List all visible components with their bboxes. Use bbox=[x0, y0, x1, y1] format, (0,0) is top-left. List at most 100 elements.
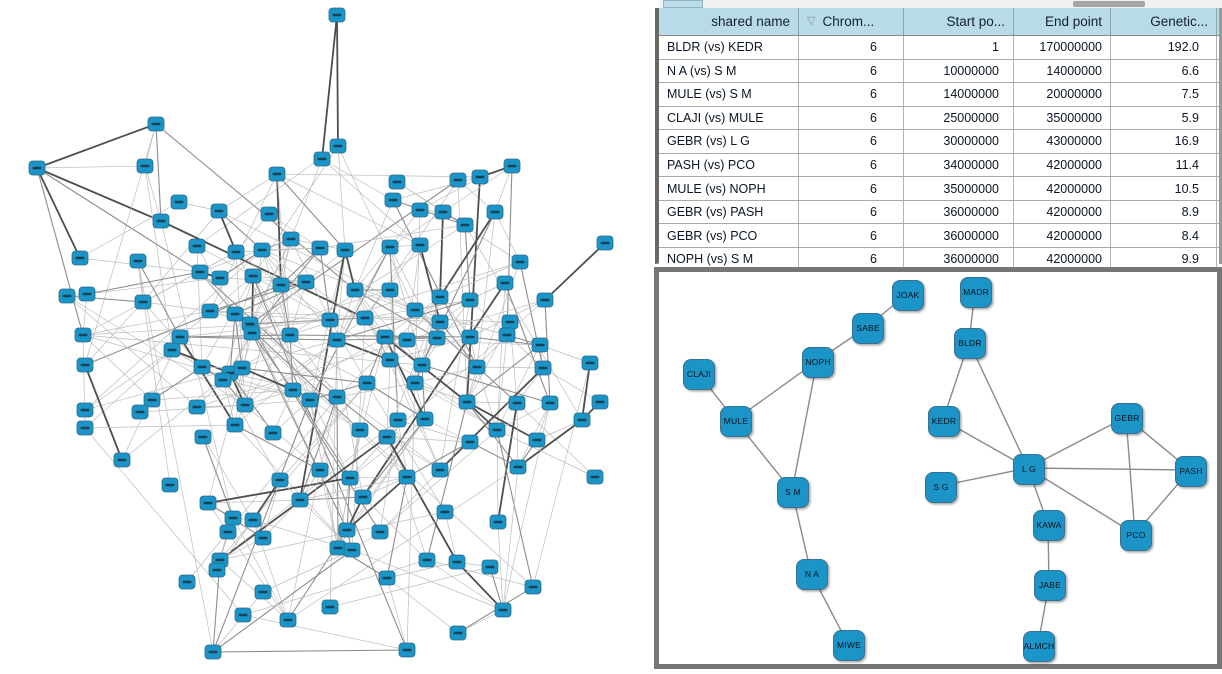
overview-node[interactable] bbox=[381, 239, 399, 255]
filtered-network-panel[interactable]: JOAK MADR SABE BLDR NOPH CLAJI KEDR GEBR MULE L G… bbox=[654, 267, 1222, 669]
overview-node[interactable] bbox=[418, 552, 436, 568]
overview-node[interactable] bbox=[260, 206, 278, 222]
overview-node[interactable] bbox=[436, 504, 454, 520]
overview-node[interactable] bbox=[434, 204, 452, 220]
overview-node[interactable] bbox=[113, 452, 131, 468]
overview-node[interactable] bbox=[188, 399, 206, 415]
overview-node[interactable] bbox=[431, 462, 449, 478]
overview-node[interactable] bbox=[74, 327, 92, 343]
overview-node[interactable] bbox=[338, 522, 356, 538]
overview-node[interactable] bbox=[371, 524, 389, 540]
overview-node[interactable] bbox=[214, 372, 232, 388]
overview-node[interactable] bbox=[313, 151, 331, 167]
overview-node[interactable] bbox=[311, 240, 329, 256]
overview-node[interactable] bbox=[129, 253, 147, 269]
column-header-end_point[interactable]: End point bbox=[1014, 8, 1111, 35]
overview-node[interactable] bbox=[171, 329, 189, 345]
overview-node[interactable] bbox=[509, 459, 527, 475]
overview-node[interactable] bbox=[193, 359, 211, 375]
overview-node[interactable] bbox=[268, 166, 286, 182]
overview-node[interactable] bbox=[58, 288, 76, 304]
overview-node[interactable] bbox=[321, 599, 339, 615]
overview-node[interactable] bbox=[411, 237, 429, 253]
table-row[interactable]: GEBR (vs) L G 6 30000000 43000000 16.9 bbox=[659, 130, 1219, 154]
overview-node[interactable] bbox=[468, 359, 486, 375]
overview-node[interactable] bbox=[351, 422, 369, 438]
overview-node[interactable] bbox=[524, 579, 542, 595]
column-header-start_point[interactable]: Start po... bbox=[904, 8, 1014, 35]
overview-node[interactable] bbox=[297, 274, 315, 290]
overview-node[interactable] bbox=[508, 395, 526, 411]
overview-node[interactable] bbox=[378, 429, 396, 445]
overview-node[interactable] bbox=[76, 357, 94, 373]
overview-node[interactable] bbox=[211, 270, 229, 286]
overview-node[interactable] bbox=[381, 352, 399, 368]
table-hscrollbar-track[interactable] bbox=[659, 0, 1222, 8]
overview-node[interactable] bbox=[356, 310, 374, 326]
overview-node[interactable] bbox=[496, 275, 514, 291]
table-hscrollbar-thumb[interactable] bbox=[1073, 1, 1145, 7]
node-miwe[interactable]: MIWE bbox=[833, 629, 865, 661]
overview-node[interactable] bbox=[328, 7, 346, 23]
overview-node[interactable] bbox=[528, 432, 546, 448]
overview-node[interactable] bbox=[381, 282, 399, 298]
overview-node[interactable] bbox=[481, 559, 499, 575]
overview-node[interactable] bbox=[358, 375, 376, 391]
overview-node[interactable] bbox=[191, 264, 209, 280]
overview-node[interactable] bbox=[341, 470, 359, 486]
node-jabe[interactable]: JABE bbox=[1034, 569, 1066, 601]
overview-node[interactable] bbox=[188, 238, 206, 254]
overview-node[interactable] bbox=[448, 554, 466, 570]
overview-node[interactable] bbox=[428, 330, 446, 346]
overview-node[interactable] bbox=[210, 203, 228, 219]
overview-node[interactable] bbox=[489, 514, 507, 530]
overview-node[interactable] bbox=[413, 357, 431, 373]
overview-node[interactable] bbox=[406, 375, 424, 391]
node-gebr[interactable]: GEBR bbox=[1111, 402, 1143, 434]
overview-node[interactable] bbox=[329, 138, 347, 154]
overview-node[interactable] bbox=[199, 495, 217, 511]
overview-node[interactable] bbox=[264, 425, 282, 441]
table-row[interactable]: MULE (vs) NOPH 6 35000000 42000000 10.5 bbox=[659, 177, 1219, 201]
overview-node[interactable] bbox=[384, 192, 402, 208]
overview-node[interactable] bbox=[76, 402, 94, 418]
overview-node[interactable] bbox=[328, 389, 346, 405]
node-n-a[interactable]: N A bbox=[796, 558, 828, 590]
overview-node[interactable] bbox=[573, 412, 591, 428]
node-claji[interactable]: CLAJI bbox=[683, 358, 715, 390]
overview-node[interactable] bbox=[244, 512, 262, 528]
node-joak[interactable]: JOAK bbox=[892, 279, 924, 311]
overview-node[interactable] bbox=[398, 642, 416, 658]
overview-node[interactable] bbox=[461, 329, 479, 345]
overview-node[interactable] bbox=[328, 332, 346, 348]
overview-node[interactable] bbox=[431, 289, 449, 305]
overview-node[interactable] bbox=[541, 395, 559, 411]
overview-node[interactable] bbox=[152, 213, 170, 229]
overview-node[interactable] bbox=[378, 570, 396, 586]
overview-node[interactable] bbox=[254, 530, 272, 546]
overview-node[interactable] bbox=[494, 602, 512, 618]
overview-node[interactable] bbox=[398, 469, 416, 485]
overview-node[interactable] bbox=[281, 327, 299, 343]
node-madr[interactable]: MADR bbox=[960, 276, 992, 308]
overview-node[interactable] bbox=[498, 327, 516, 343]
node-sabe[interactable]: SABE bbox=[852, 312, 884, 344]
overview-node[interactable] bbox=[204, 644, 222, 660]
overview-node[interactable] bbox=[244, 268, 262, 284]
overview-node[interactable] bbox=[243, 325, 261, 341]
overview-node[interactable] bbox=[591, 394, 609, 410]
node-s-g[interactable]: S G bbox=[925, 471, 957, 503]
overview-node[interactable] bbox=[406, 302, 424, 318]
overview-node[interactable] bbox=[147, 116, 165, 132]
overview-node[interactable] bbox=[71, 250, 89, 266]
overview-node[interactable] bbox=[170, 194, 188, 210]
overview-node[interactable] bbox=[431, 314, 449, 330]
overview-node[interactable] bbox=[254, 584, 272, 600]
overview-node[interactable] bbox=[76, 420, 94, 436]
overview-node[interactable] bbox=[449, 625, 467, 641]
overview-node[interactable] bbox=[336, 242, 354, 258]
overview-node[interactable] bbox=[201, 303, 219, 319]
overview-node[interactable] bbox=[461, 292, 479, 308]
node-noph[interactable]: NOPH bbox=[802, 346, 834, 378]
overview-node[interactable] bbox=[194, 429, 212, 445]
